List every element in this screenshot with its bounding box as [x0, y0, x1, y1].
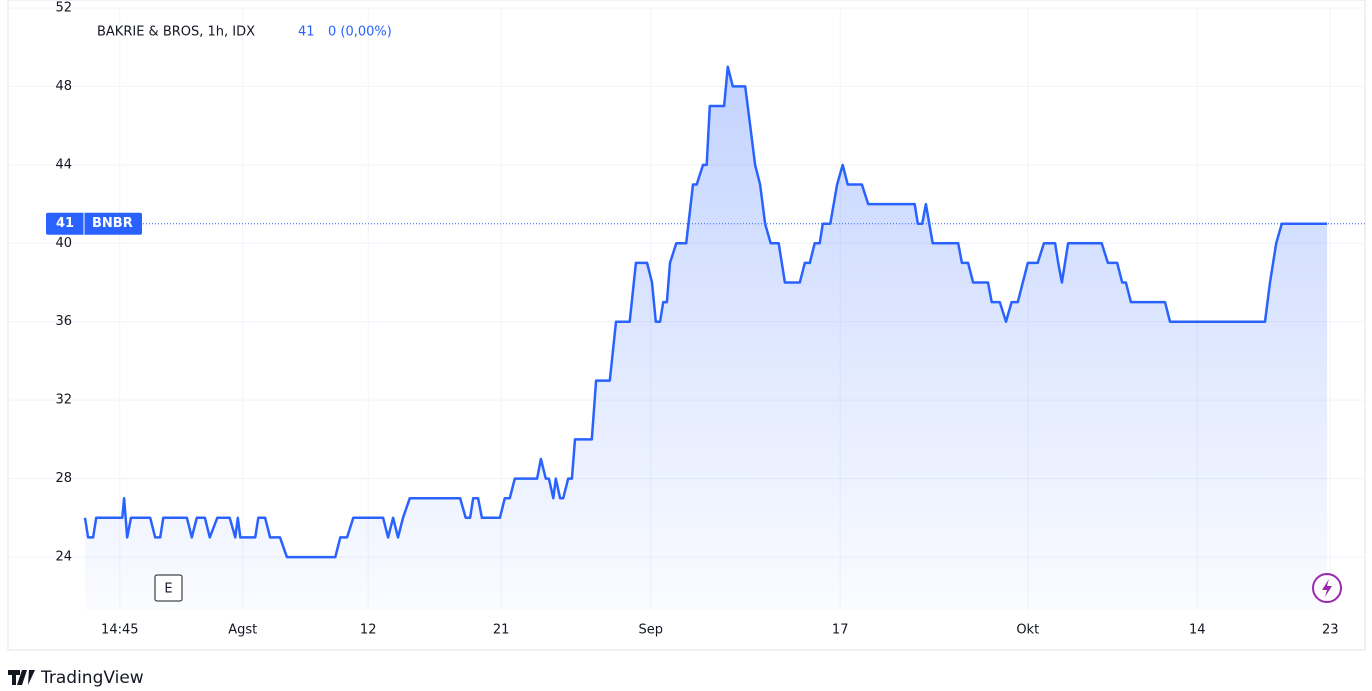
x-tick-label: 14:45 — [101, 623, 138, 638]
x-tick-label: 21 — [493, 623, 510, 638]
legend-price: 41 — [298, 25, 315, 40]
x-tick-label: 17 — [832, 623, 849, 638]
x-tick-label: 14 — [1189, 623, 1206, 638]
legend-title: BAKRIE & BROS, 1h, IDX — [97, 25, 255, 40]
price-line — [83, 65, 1328, 559]
y-tick-label: 32 — [55, 393, 72, 408]
x-tick-label: Sep — [639, 623, 664, 638]
event-box — [154, 574, 183, 602]
plot: 41 BNBR — [46, 65, 1365, 611]
symbol-label: BNBR — [92, 216, 133, 231]
y-tick-label: 52 — [55, 1, 72, 16]
frame — [7, 0, 1366, 651]
area-fill — [85, 66, 1328, 611]
last-price-label: 41 — [56, 216, 74, 231]
y-tick-label: 40 — [55, 236, 72, 251]
y-tick-label: 48 — [55, 79, 72, 94]
y-tick-label: 28 — [55, 471, 72, 486]
x-tick-label: Okt — [1016, 623, 1039, 638]
event-label: E — [164, 582, 172, 597]
x-tick-label: Agst — [228, 623, 257, 638]
x-tick-label: 12 — [360, 623, 377, 638]
last-price-box — [46, 212, 142, 235]
brand-logo — [8, 670, 35, 685]
legend-change: 0 (0,00%) — [328, 25, 392, 40]
lightning-icon[interactable] — [1312, 573, 1342, 603]
y-tick-label: 36 — [55, 314, 72, 329]
x-tick-label: 23 — [1322, 623, 1339, 638]
brand-name: TradingView — [40, 668, 144, 688]
event-icon[interactable]: E — [154, 574, 183, 602]
brand[interactable]: TradingView — [8, 668, 144, 688]
y-tick-label: 24 — [55, 550, 72, 565]
y-tick-label: 44 — [55, 157, 72, 172]
lightning-bolt — [1322, 579, 1332, 597]
